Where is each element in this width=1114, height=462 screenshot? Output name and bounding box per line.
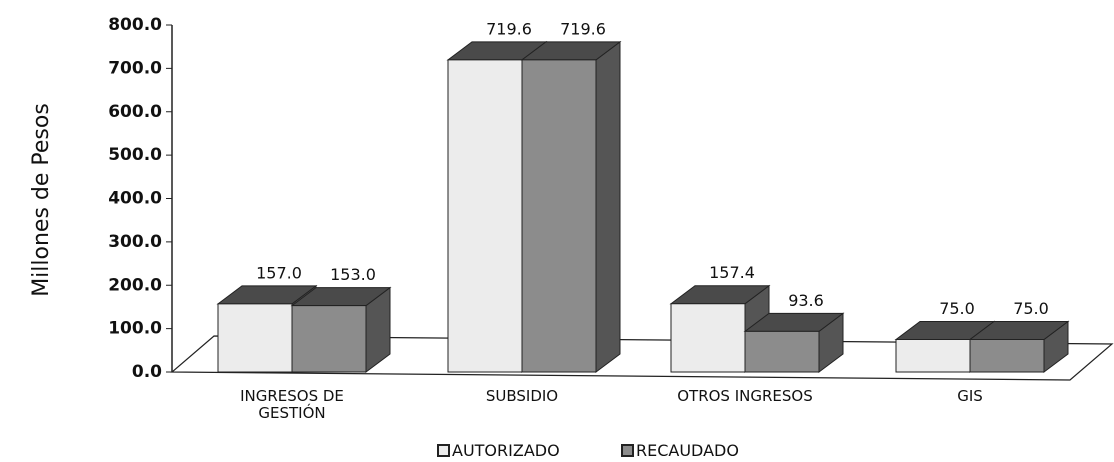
bar-front <box>895 338 971 373</box>
floor <box>170 335 1114 381</box>
legend-swatch <box>437 444 450 457</box>
legend-label: AUTORIZADO <box>452 441 560 460</box>
x-tick-label: GIS <box>957 387 983 405</box>
value-label: 157.4 <box>709 263 755 282</box>
y-tick-label: 200.0 <box>108 275 162 295</box>
y-tick-label: 500.0 <box>108 145 162 165</box>
y-tick-label: 400.0 <box>108 189 162 209</box>
bar-front <box>521 59 597 373</box>
value-label: 93.6 <box>788 291 824 310</box>
value-label: 719.6 <box>486 19 532 38</box>
legend-swatch <box>621 444 634 457</box>
value-label: 75.0 <box>1013 299 1049 318</box>
bar <box>743 312 845 373</box>
y-tick-label: 100.0 <box>108 319 162 339</box>
value-label: 75.0 <box>939 299 975 318</box>
legend-label: RECAUDADO <box>636 441 739 460</box>
bar <box>290 286 392 373</box>
bar-front <box>670 303 746 373</box>
value-label: 153.0 <box>330 265 376 284</box>
bar <box>968 320 1070 373</box>
y-tick-label: 800.0 <box>108 15 162 35</box>
y-tick-label: 0.0 <box>132 362 162 382</box>
bar <box>520 40 622 373</box>
bar-front <box>291 305 367 373</box>
value-label: 157.0 <box>256 263 302 282</box>
y-tick-label: 300.0 <box>108 232 162 252</box>
bar-side <box>595 40 621 373</box>
bar-front <box>447 59 523 373</box>
bar <box>669 284 771 373</box>
bar-front <box>744 330 820 373</box>
y-tick-label: 700.0 <box>108 58 162 78</box>
bar-front <box>217 303 293 373</box>
value-label: 719.6 <box>560 19 606 38</box>
y-tick-label: 600.0 <box>108 102 162 122</box>
x-tick-label: INGRESOS DE GESTIÓN <box>240 387 344 422</box>
bar-front <box>969 338 1045 373</box>
x-tick-label: SUBSIDIO <box>485 387 559 405</box>
y-axis-title: Millones de Pesos <box>29 103 54 297</box>
x-tick-label: OTROS INGRESOS <box>677 387 813 405</box>
